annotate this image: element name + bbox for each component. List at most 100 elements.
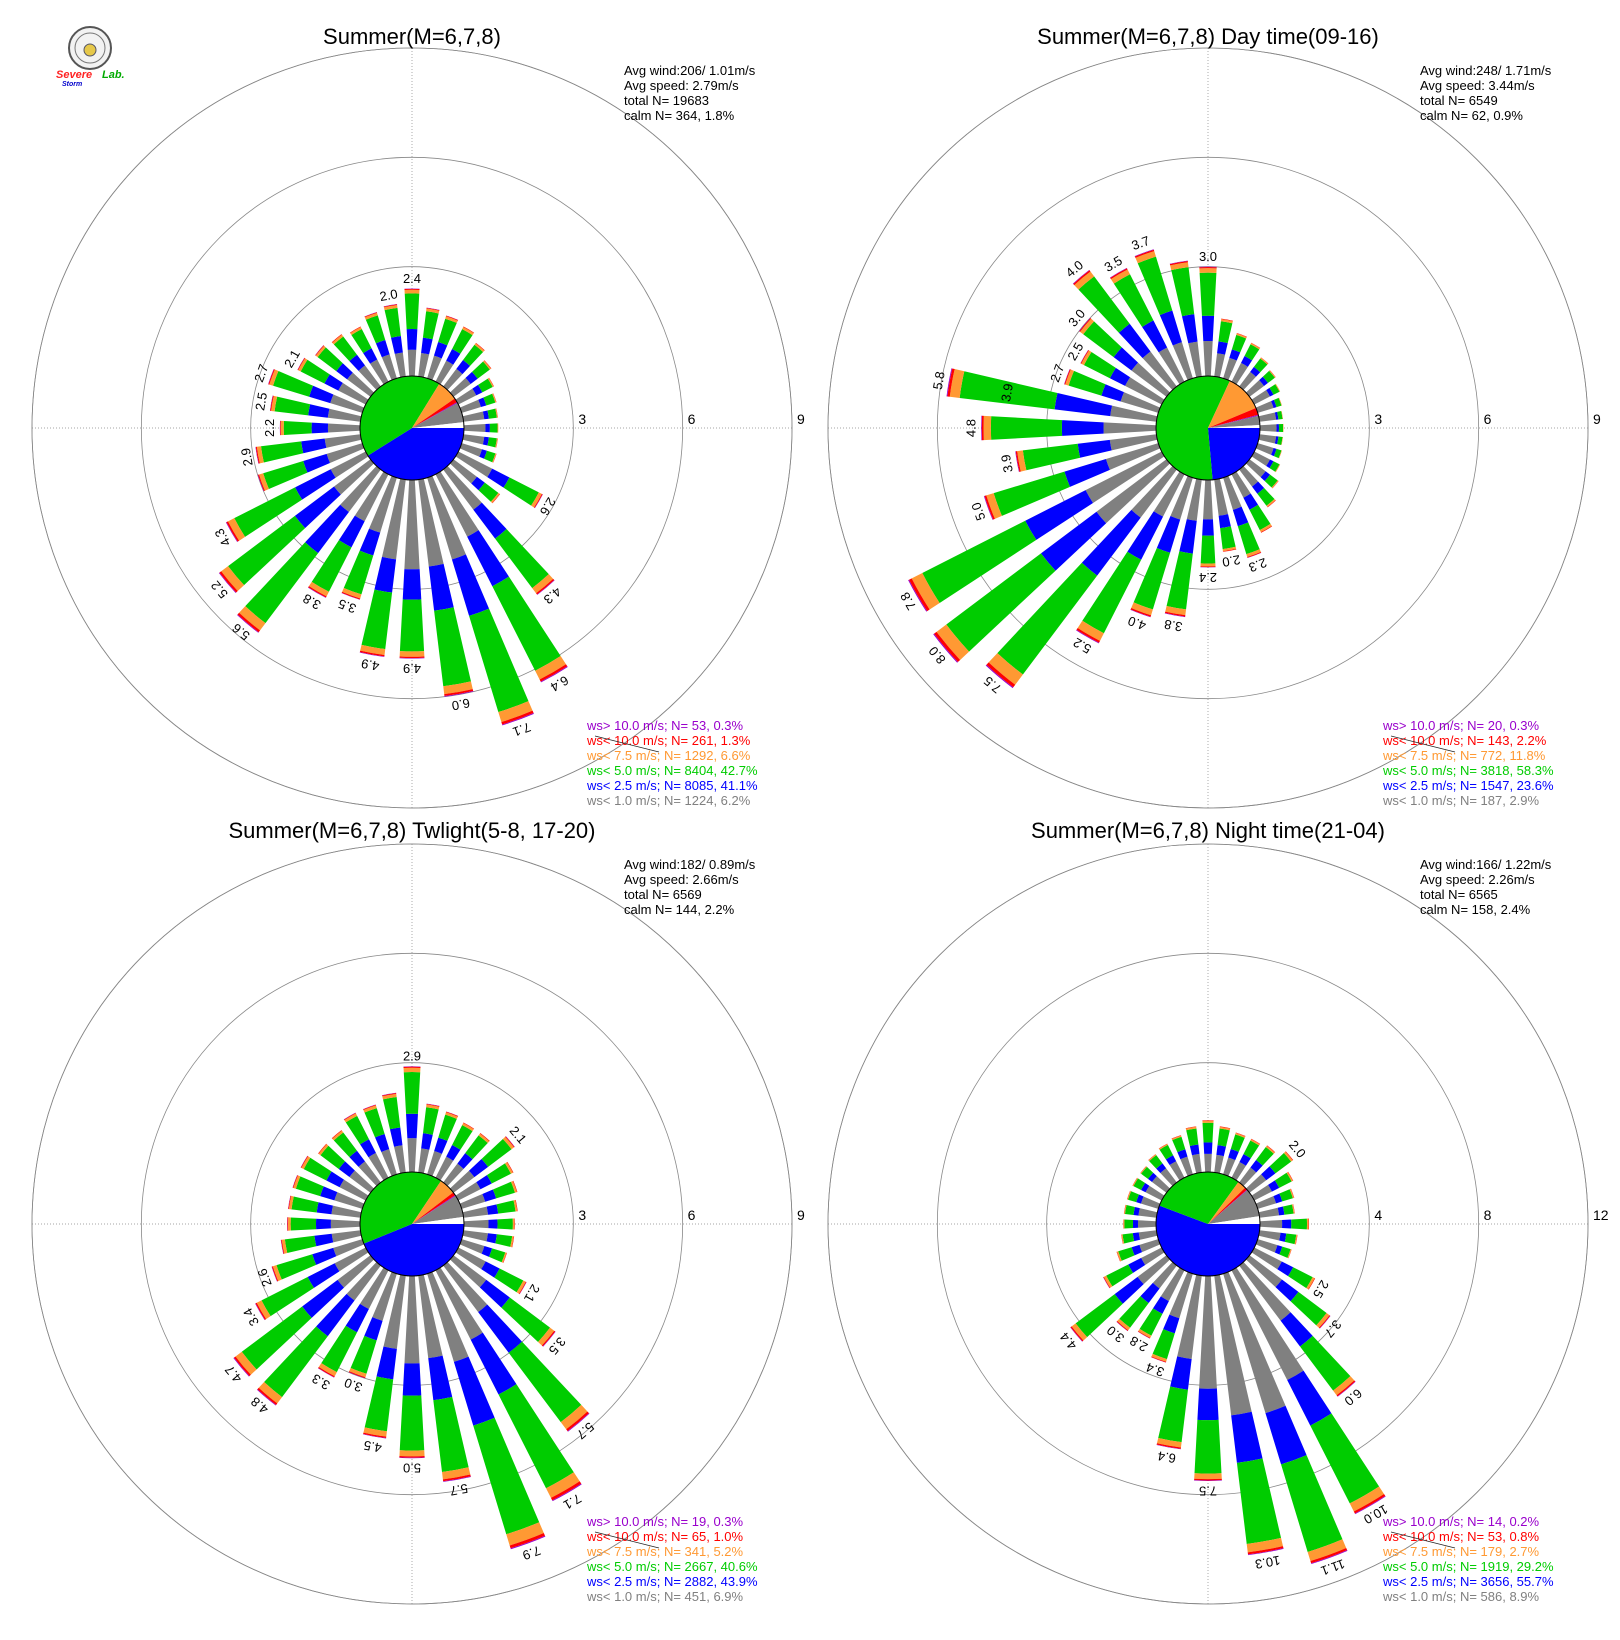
bar-segment: [1229, 349, 1241, 361]
bar-segment: [435, 471, 479, 537]
bar-segment: [1220, 319, 1233, 324]
bar-segment: [486, 1204, 499, 1215]
bar-segment: [1353, 1494, 1386, 1514]
bar-segment: [1071, 1323, 1088, 1341]
legend-entry: ws> 10.0 m/s; N= 20, 0.3%: [1382, 718, 1540, 733]
bar-segment: [331, 1130, 342, 1139]
direction-bar: [1123, 1219, 1157, 1229]
bar-segment: [343, 550, 374, 595]
bar-segment: [449, 459, 477, 484]
bar-segment: [332, 1130, 344, 1141]
bar-segment: [1170, 475, 1193, 520]
bar-segment: [486, 1163, 511, 1184]
bar-segment: [453, 1356, 495, 1426]
legend-entry: ws< 7.5 m/s; N= 1292, 6.6%: [586, 748, 751, 763]
bar-segment: [256, 1389, 277, 1406]
bar-segment: [498, 701, 533, 723]
direction-bar: [449, 459, 501, 504]
bar-segment: [1070, 1327, 1083, 1342]
bar-segment: [512, 1218, 515, 1230]
bar-segment: [452, 1125, 473, 1150]
bar-segment: [272, 1265, 282, 1282]
bar-segment: [540, 666, 568, 683]
bar-segment: [492, 576, 561, 671]
bar-segment: [1228, 1148, 1239, 1161]
direction-bar: [435, 471, 568, 683]
bar-segment: [363, 1104, 376, 1110]
bar-segment: [482, 1189, 497, 1202]
direction-bar: [1214, 1274, 1284, 1556]
bar-segment: [1290, 1291, 1327, 1326]
bar-segment: [1275, 464, 1281, 473]
bar-segment: [1203, 1142, 1213, 1154]
bar-segment: [1277, 1206, 1285, 1216]
bar-segment: [383, 304, 398, 308]
bar-segment: [270, 395, 274, 411]
bar-segment: [560, 1404, 588, 1430]
bar-segment: [1116, 1321, 1129, 1331]
direction-bar: [268, 368, 365, 413]
bar-segment: [1319, 1315, 1331, 1329]
bar-segment: [1251, 390, 1270, 405]
bar-segment: [1279, 1246, 1291, 1258]
bar-segment: [1316, 1313, 1330, 1328]
bar-segment: [1257, 488, 1275, 506]
bar-segment: [459, 443, 482, 457]
bar-segment: [1239, 1167, 1257, 1187]
bar-segment: [1015, 451, 1020, 472]
bar-segment: [1308, 1218, 1310, 1230]
bar-segment: [235, 1351, 257, 1375]
bar-segment: [984, 495, 995, 520]
bar-segment: [1164, 611, 1186, 617]
bar-segment: [463, 344, 484, 366]
bar-segment: [1223, 357, 1237, 381]
bar-segment: [1185, 1126, 1197, 1131]
bar-segment: [288, 1195, 291, 1210]
direction-bar: [1109, 267, 1185, 385]
bar-segment: [959, 371, 1058, 410]
bar-segment: [1170, 1356, 1192, 1390]
direction-bar: [317, 1267, 389, 1378]
bar-segment: [1236, 333, 1247, 339]
ring-circle: [140, 156, 684, 700]
bar-segment: [1138, 1328, 1152, 1338]
bar-segment: [1159, 310, 1182, 346]
bar-segment: [1194, 1473, 1222, 1480]
bar-segment: [1284, 1233, 1297, 1245]
bar-segment: [365, 315, 386, 344]
bar-segment: [1141, 1183, 1150, 1193]
wind-rose-panel-2: 3 6 93.03.73.54.03.02.52.73.95.84.83.95.07…: [827, 24, 1601, 809]
chart-title: Summer(M=6,7,8) Night time(21-04): [1031, 818, 1385, 843]
bar-segment: [399, 1457, 425, 1459]
bar-segment: [376, 1346, 397, 1380]
direction-bar: [418, 1103, 440, 1174]
bar-segment: [1222, 546, 1237, 552]
direction-bar: [1132, 1177, 1165, 1201]
direction-bar: [363, 1274, 406, 1439]
bar-segment: [1076, 629, 1100, 644]
bar-segment: [1158, 1386, 1188, 1443]
bar-segment: [1158, 1143, 1168, 1150]
direction-bar: [280, 1230, 362, 1254]
bar-segment: [496, 438, 498, 448]
legend-entry: ws< 7.5 m/s; N= 179, 2.7%: [1382, 1544, 1540, 1559]
bar-segment: [293, 1175, 301, 1189]
bar-segment: [1135, 251, 1156, 264]
bar-segment: [364, 1317, 383, 1341]
bar-segment: [311, 422, 329, 434]
bar-segment: [374, 556, 397, 593]
ring-label: 9: [1593, 411, 1601, 427]
pie-outline: [359, 1171, 465, 1277]
bar-segment: [287, 1217, 291, 1231]
bar-segment: [459, 1239, 485, 1254]
bar-segment: [360, 644, 386, 655]
bar-segment: [1080, 349, 1089, 364]
bar-segment: [988, 653, 1023, 685]
bar-segment: [1137, 1220, 1157, 1228]
legend-entry: ws< 10.0 m/s; N= 261, 1.3%: [586, 733, 751, 748]
direction-bar: [1239, 1145, 1276, 1187]
bar-segment: [463, 326, 475, 334]
bar-segment: [1253, 358, 1268, 373]
bar-segment: [1259, 424, 1277, 432]
bar-segment: [449, 377, 471, 397]
